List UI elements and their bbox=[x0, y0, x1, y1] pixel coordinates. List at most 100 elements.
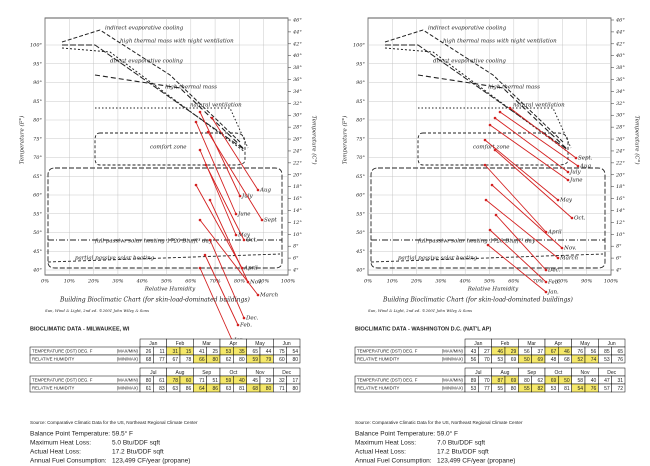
y-right-tick-label: 20° bbox=[292, 172, 302, 178]
table-value: 26 bbox=[146, 349, 152, 355]
x-tick-label: 80% bbox=[557, 279, 568, 285]
month-line bbox=[491, 184, 563, 249]
x-tick-label: 60% bbox=[185, 279, 196, 285]
y-right-tick-label: 30° bbox=[293, 113, 302, 119]
month-dot bbox=[206, 130, 210, 134]
table-value: 66 bbox=[199, 357, 205, 363]
x-tick-label: 100% bbox=[604, 279, 619, 285]
x-tick-label: 30% bbox=[112, 279, 123, 285]
bioclimatic-chart: 0% 10% 20% 30% 40% 50% 60% 70% 80% 90% 100% 100° 95°… bbox=[342, 18, 641, 314]
month-dot bbox=[210, 116, 214, 120]
month-line bbox=[495, 214, 547, 271]
y-left-tick-label: 55° bbox=[356, 211, 365, 217]
month-dot bbox=[574, 156, 578, 160]
row-label: TEMPERATURE (DST) DEG. F bbox=[357, 349, 418, 354]
month-line bbox=[487, 244, 547, 293]
month-line bbox=[489, 229, 547, 283]
row-unit: (MIN/MAX) bbox=[117, 386, 139, 391]
table-value: 31 bbox=[172, 349, 178, 355]
table-value: 65 bbox=[617, 349, 623, 355]
y-left-tick-label: 50° bbox=[33, 230, 42, 236]
y-right-tick-label: 44° bbox=[615, 29, 625, 35]
table-value: 78 bbox=[186, 357, 192, 363]
table-value: 79 bbox=[266, 357, 272, 363]
y-right-tick-label: 26° bbox=[615, 137, 625, 143]
month-dot bbox=[242, 238, 246, 242]
y-right-tick-label: 42° bbox=[292, 41, 302, 47]
month-line bbox=[489, 124, 569, 181]
y-left-tick-label: 100° bbox=[353, 43, 366, 49]
table-value: 63 bbox=[172, 386, 178, 392]
chart-caption: Building Bioclimatic Chart (for skin-loa… bbox=[59, 297, 250, 304]
x-tick-label: 10% bbox=[64, 279, 75, 285]
month-label: April bbox=[243, 266, 258, 272]
y-left-tick-label: 75° bbox=[33, 136, 42, 142]
summary-value: 7.0 Btu/DDF sqft bbox=[437, 440, 485, 447]
y-right-tick-label: 16° bbox=[293, 196, 302, 202]
table-month: Jan bbox=[474, 341, 482, 347]
table-month: Sep bbox=[202, 370, 211, 376]
y-right-tick-label: 24° bbox=[615, 148, 625, 154]
zone-label: natural ventilation bbox=[190, 103, 242, 109]
month-dot bbox=[234, 233, 238, 237]
x-tick-label: 30% bbox=[435, 279, 446, 285]
table-month: Apr bbox=[554, 341, 562, 347]
table-month: May bbox=[255, 341, 265, 347]
table-value: 82 bbox=[537, 386, 543, 392]
table-cell bbox=[611, 383, 626, 393]
table-value: 80 bbox=[511, 386, 517, 392]
table-value: 56 bbox=[524, 349, 530, 355]
table-value: 43 bbox=[471, 349, 477, 355]
table-title: BIOCLIMATIC DATA - WASHINGTON D.C. (NAT'… bbox=[355, 326, 491, 332]
month-label: Feb. bbox=[239, 323, 252, 329]
zone-label: partial passive solar heating bbox=[75, 256, 155, 262]
table-month: Jun bbox=[283, 341, 291, 347]
zone-label: comfort zone bbox=[473, 145, 510, 151]
table-value: 86 bbox=[186, 386, 192, 392]
y-right-tick-label: 20° bbox=[615, 172, 625, 178]
table-month: Nov bbox=[256, 370, 265, 376]
month-line bbox=[209, 199, 249, 283]
y-right-tick-label: 24° bbox=[292, 148, 302, 154]
y-left-tick-label: 45° bbox=[32, 249, 42, 255]
month-dot bbox=[544, 290, 548, 294]
x-tick-label: 70% bbox=[210, 279, 221, 285]
y-right-tick-label: 10° bbox=[293, 232, 302, 238]
table-value: 56 bbox=[471, 357, 477, 363]
zone-label: indirect evaporative cooling bbox=[428, 26, 507, 32]
y-right-tick-label: 28° bbox=[615, 125, 625, 131]
y-left-tick-label: 70° bbox=[356, 155, 365, 161]
table-month: Jul bbox=[150, 370, 156, 376]
summary-label: Annual Fuel Consumption: bbox=[30, 458, 107, 465]
zone-label: high thermal mass with night ventilation bbox=[120, 39, 234, 45]
row-unit: (MAX/MIN) bbox=[117, 378, 139, 383]
month-line bbox=[204, 254, 239, 326]
summary-label: Maximum Heat Loss: bbox=[355, 440, 416, 447]
table-value: 65 bbox=[252, 349, 258, 355]
x-tick-label: 100% bbox=[281, 279, 296, 285]
table-value: 70 bbox=[484, 357, 490, 363]
bioclimatic-chart: 0% 10% 20% 30% 40% 50% 60% 70% 80% 90% 100% 100° 95°… bbox=[19, 18, 318, 344]
table-value: 68 bbox=[146, 357, 152, 363]
table-value: 80 bbox=[292, 386, 298, 392]
month-label: May bbox=[559, 198, 573, 204]
y-right-tick-label: 38° bbox=[293, 65, 302, 71]
x-tick-label: 20% bbox=[410, 279, 422, 285]
table-value: 83 bbox=[159, 386, 165, 392]
table-value: 59 bbox=[252, 357, 258, 363]
table-value: 63 bbox=[226, 386, 232, 392]
month-dot bbox=[576, 164, 580, 168]
month-dot bbox=[544, 280, 548, 284]
month-line bbox=[494, 149, 573, 219]
table-value: 31 bbox=[617, 378, 623, 384]
y-right-tick-label: 14° bbox=[293, 208, 302, 214]
y-right-tick-label: 10° bbox=[616, 232, 625, 238]
y-right-tick-label: 14° bbox=[616, 208, 625, 214]
table-value: 53 bbox=[497, 357, 503, 363]
table-value: 70 bbox=[484, 378, 490, 384]
summary-value: 17.2 Btu/DDF sqft bbox=[112, 449, 164, 456]
x-tick-label: 50% bbox=[161, 279, 172, 285]
y-left-axis-label: Temperature (F°) bbox=[19, 116, 26, 165]
y-right-tick-label: 30° bbox=[616, 113, 625, 119]
zone-label: full passive solar heating 1720 Btu/ft² … bbox=[417, 238, 536, 245]
